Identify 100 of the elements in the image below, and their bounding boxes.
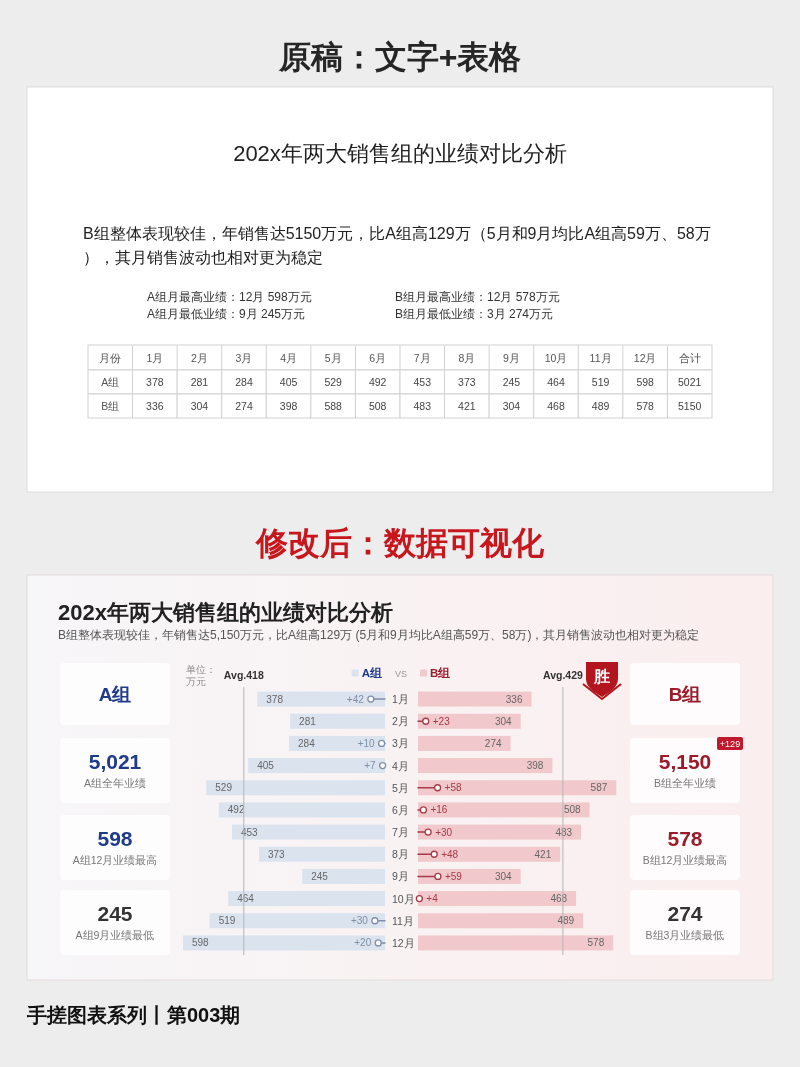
data-label: 5021 [678,376,702,388]
text: 5,150 [658,749,712,773]
data-label: +59 [444,870,463,882]
x-tick-label: 12月 [633,351,657,364]
text: A组9月业绩最低 [75,929,155,941]
data-label: 578 [636,400,655,412]
bar [228,891,385,907]
data-label: 453 [240,826,259,838]
x-tick-label: 1月 [146,351,164,364]
data-label: 421 [458,400,476,412]
text: B组整体表现较佳，年销售达5150万元，比A组高129万（5月和9月均比A组高59万、58万），其月销售波动也相对更为稳定 [83,224,711,266]
y-tick-label: 6月 [392,803,409,816]
data-label: 587 [590,782,608,794]
point [367,695,375,703]
bar [231,824,385,840]
text: VS [394,669,408,679]
text: 245 [97,901,133,925]
text: A组月最高业绩：12月 598万元 [147,290,312,304]
data-label: 598 [636,376,655,388]
data-label: +10 [357,737,376,749]
text: 598 [97,826,133,850]
data-label: 336 [505,693,523,705]
data-label: 281 [190,376,209,388]
bar [418,735,511,751]
data-label: 508 [563,804,582,816]
text: A组月最低业绩：9月 245万元 [147,307,306,321]
x-tick-label: 7月 [413,351,431,364]
x-tick-label: 4月 [280,351,297,364]
data-label: 274 [484,737,502,749]
text: 单位：万元 [186,663,216,687]
text: A组12月业绩最高 [72,854,158,866]
data-label: +20 [354,937,372,949]
data-label: 304 [495,870,513,882]
data-label: 274 [235,400,253,412]
ref-line-label: Avg.429 [542,669,584,681]
y-tick-label: 9月 [392,870,409,883]
data-label: 405 [257,760,275,772]
y-tick-label: 11月 [392,914,414,927]
data-label: 529 [215,782,233,794]
data-label: 489 [557,915,575,927]
x-tick-label: 6月 [369,351,387,364]
bar [418,780,617,796]
data-label: 453 [413,376,432,388]
x-tick-label: 3月 [235,351,253,364]
data-label: 304 [190,400,209,412]
y-tick-label: 3月 [392,737,409,750]
bar [418,713,521,729]
data-label: 373 [458,376,476,388]
point [371,917,379,925]
point [374,939,382,947]
text: 手搓图表系列丨第003期 [26,1004,241,1026]
text: B组月最高业绩：12月 578万元 [395,290,560,304]
y-tick-label: 4月 [392,759,409,772]
data-label: +4 [426,893,439,905]
bar [290,713,385,729]
data-label: 281 [299,715,317,727]
data-label: 378 [146,376,164,388]
bar [209,913,385,929]
y-tick-label: 8月 [392,848,409,861]
data-label: 464 [237,893,255,905]
data-label: +7 [364,760,377,772]
data-label: 468 [547,400,565,412]
text: 胜 [593,667,610,685]
text: 578 [667,826,703,850]
data-label: 519 [218,915,236,927]
bar [218,802,385,818]
data-label: 489 [591,400,610,412]
chart-title: 202x年两大销售组的业绩对比分析 [233,140,567,166]
data-label: 421 [534,848,552,860]
bar [257,691,385,707]
bar [418,802,590,818]
data-label: 483 [413,400,432,412]
data-label: 598 [192,937,210,949]
point [424,828,432,836]
y-tick-label: 2月 [392,715,409,728]
y-tick-label: 12月 [392,936,415,949]
data-label: +30 [350,915,369,927]
data-label: 492 [368,376,387,388]
text: 274 [667,901,703,925]
chart-subtitle: B组整体表现较佳，年销售达5,150万元，比A组高129万 (5月和9月均比A组高59万、58万)，其月销售波动也相对更为稳定 [58,628,700,642]
x-tick-label: 8月 [458,351,476,364]
bar [418,913,584,929]
data-label: +30 [435,826,453,838]
data-label: +42 [346,693,365,705]
y-tick-label: 7月 [392,826,409,839]
data-label: +16 [430,804,448,816]
data-label: +48 [441,848,459,860]
point [430,850,438,858]
text: B组全年业绩 [653,777,717,789]
x-tick-label: 10月 [544,351,568,364]
data-label: +58 [444,782,462,794]
legend-label: B组 [430,667,451,679]
point [433,784,442,792]
bar [183,935,385,951]
chart-title: 202x年两大销售组的业绩对比分析 [58,599,393,625]
x-axis-title: 月份 [99,351,122,364]
data-label: +23 [432,715,451,727]
data-label: 519 [591,376,610,388]
ref-line-label: Avg.418 [223,669,264,681]
bar [418,935,614,951]
